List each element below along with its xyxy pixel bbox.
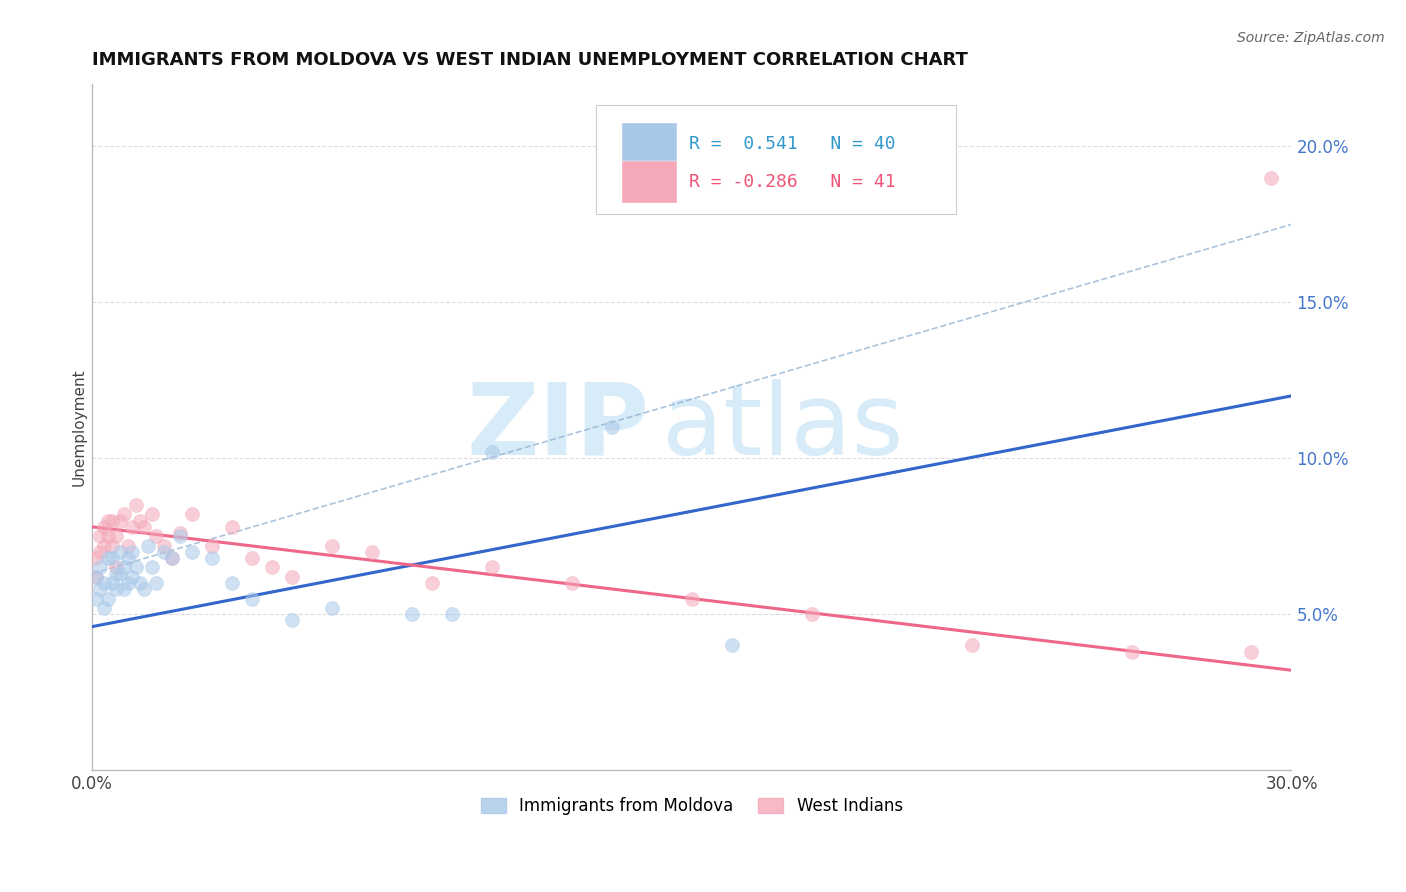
- Point: [101, 576, 124, 591]
- Point: [129, 576, 152, 591]
- Point: [240, 551, 263, 566]
- Point: [145, 529, 167, 543]
- Point: [101, 539, 124, 553]
- Point: [117, 551, 139, 566]
- Point: [97, 514, 120, 528]
- Point: [108, 566, 131, 581]
- Point: [440, 607, 463, 621]
- Point: [84, 591, 107, 606]
- Point: [221, 576, 243, 591]
- Point: [600, 420, 623, 434]
- Point: [1260, 170, 1282, 185]
- Point: [281, 570, 304, 584]
- Point: [720, 638, 742, 652]
- Text: R =  0.541   N = 40: R = 0.541 N = 40: [689, 135, 896, 153]
- Point: [97, 529, 120, 543]
- Text: IMMIGRANTS FROM MOLDOVA VS WEST INDIAN UNEMPLOYMENT CORRELATION CHART: IMMIGRANTS FROM MOLDOVA VS WEST INDIAN U…: [93, 51, 969, 69]
- Point: [321, 600, 343, 615]
- Point: [101, 551, 124, 566]
- Point: [181, 508, 204, 522]
- FancyBboxPatch shape: [596, 104, 956, 214]
- Point: [321, 539, 343, 553]
- Point: [125, 560, 148, 574]
- Point: [129, 514, 152, 528]
- Point: [84, 570, 107, 584]
- Point: [112, 560, 135, 574]
- Y-axis label: Unemployment: Unemployment: [72, 368, 87, 486]
- Point: [481, 445, 503, 459]
- Point: [401, 607, 423, 621]
- Point: [141, 508, 163, 522]
- Point: [84, 570, 107, 584]
- Point: [141, 560, 163, 574]
- Point: [108, 545, 131, 559]
- Point: [105, 529, 128, 543]
- Point: [125, 498, 148, 512]
- Point: [960, 638, 983, 652]
- Point: [561, 576, 583, 591]
- Point: [108, 514, 131, 528]
- Text: atlas: atlas: [662, 378, 904, 475]
- FancyBboxPatch shape: [623, 161, 678, 202]
- Point: [160, 551, 183, 566]
- Point: [121, 520, 143, 534]
- Point: [101, 514, 124, 528]
- Point: [105, 582, 128, 597]
- Point: [89, 529, 111, 543]
- Point: [201, 551, 224, 566]
- Legend: Immigrants from Moldova, West Indians: Immigrants from Moldova, West Indians: [472, 789, 911, 823]
- Point: [1121, 644, 1143, 658]
- Text: ZIP: ZIP: [467, 378, 650, 475]
- Point: [93, 576, 115, 591]
- Point: [221, 520, 243, 534]
- Point: [800, 607, 823, 621]
- Point: [145, 576, 167, 591]
- Point: [97, 551, 120, 566]
- Point: [93, 520, 115, 534]
- Point: [93, 539, 115, 553]
- Point: [121, 570, 143, 584]
- Point: [112, 508, 135, 522]
- Point: [89, 545, 111, 559]
- Point: [105, 560, 128, 574]
- Point: [169, 526, 191, 541]
- Point: [89, 582, 111, 597]
- Text: R = -0.286   N = 41: R = -0.286 N = 41: [689, 173, 896, 191]
- Text: Source: ZipAtlas.com: Source: ZipAtlas.com: [1237, 31, 1385, 45]
- Point: [181, 545, 204, 559]
- Point: [153, 539, 176, 553]
- Point: [117, 539, 139, 553]
- Point: [681, 591, 703, 606]
- Point: [481, 560, 503, 574]
- Point: [240, 591, 263, 606]
- Point: [121, 545, 143, 559]
- Point: [153, 545, 176, 559]
- Point: [262, 560, 284, 574]
- Point: [134, 582, 156, 597]
- Point: [134, 520, 156, 534]
- Point: [1240, 644, 1263, 658]
- Point: [169, 529, 191, 543]
- Point: [160, 551, 183, 566]
- FancyBboxPatch shape: [623, 123, 678, 165]
- Point: [281, 613, 304, 627]
- Point: [89, 560, 111, 574]
- Point: [97, 591, 120, 606]
- Point: [136, 539, 159, 553]
- Point: [112, 582, 135, 597]
- Point: [117, 576, 139, 591]
- Point: [201, 539, 224, 553]
- Point: [93, 600, 115, 615]
- Point: [84, 551, 107, 566]
- Point: [420, 576, 443, 591]
- Point: [105, 566, 128, 581]
- Point: [361, 545, 384, 559]
